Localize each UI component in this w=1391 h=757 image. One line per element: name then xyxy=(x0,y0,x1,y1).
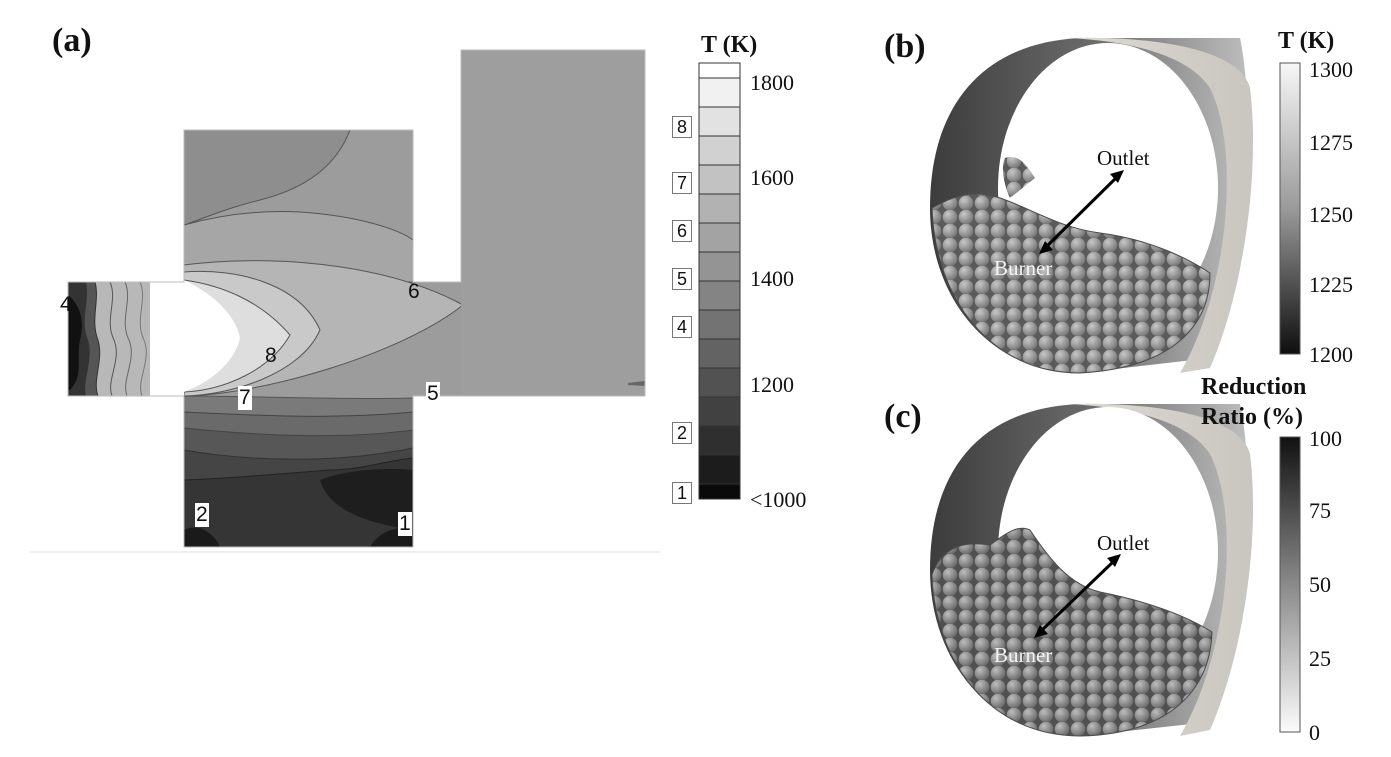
contour-label-8: 8 xyxy=(265,344,277,367)
panel-c-kiln-render xyxy=(930,403,1254,737)
legend-a-level-5: 5 xyxy=(672,268,692,290)
panel-b-label: (b) xyxy=(884,28,926,65)
legend-a-level-6: 6 xyxy=(672,220,692,242)
legend-c-tick-25: 25 xyxy=(1309,646,1331,671)
contour-label-1: 1 xyxy=(398,512,412,536)
panel-b-kiln-render xyxy=(930,37,1254,374)
legend-a-level-7: 7 xyxy=(672,172,692,194)
contour-fill xyxy=(68,50,645,547)
legend-b-title: T (K) xyxy=(1278,28,1335,54)
legend-a-title: T (K) xyxy=(701,32,758,58)
legend-c-tick-50: 50 xyxy=(1309,572,1331,597)
legend-c-colorbar xyxy=(1279,436,1301,733)
panel-b-burner-label: Burner xyxy=(994,256,1053,280)
contour-label-5: 5 xyxy=(426,382,440,406)
legend-b-tick-1225: 1225 xyxy=(1309,272,1353,297)
legend-a-level-1: 1 xyxy=(672,482,692,504)
legend-a-level-8: 8 xyxy=(672,116,692,138)
legend-c-tick-100: 100 xyxy=(1309,426,1342,451)
contour-label-6: 6 xyxy=(408,280,420,303)
panel-b-outlet-label: Outlet xyxy=(1097,146,1150,170)
legend-a-tick-1800: 1800 xyxy=(750,70,794,95)
panel-a-contour-plot xyxy=(30,49,660,553)
contour-label-4: 4 xyxy=(60,293,72,316)
panel-c-burner-label: Burner xyxy=(994,643,1053,667)
legend-a-tick-1000: <1000 xyxy=(750,487,807,512)
legend-c-tick-0: 0 xyxy=(1309,720,1320,745)
legend-a-colorbar xyxy=(698,62,741,500)
legend-a-tick-1400: 1400 xyxy=(750,266,794,291)
panel-a-label: (a) xyxy=(52,22,92,59)
panel-c-label: (c) xyxy=(884,398,922,435)
legend-a-level-2: 2 xyxy=(672,422,692,444)
legend-b-colorbar xyxy=(1279,62,1301,355)
legend-a-level-4: 4 xyxy=(672,316,692,338)
panel-c-outlet-label: Outlet xyxy=(1097,531,1150,555)
legend-b-tick-1250: 1250 xyxy=(1309,202,1353,227)
legend-c-tick-75: 75 xyxy=(1309,498,1331,523)
legend-a-tick-1200: 1200 xyxy=(750,372,794,397)
legend-b-tick-1200: 1200 xyxy=(1309,342,1353,367)
legend-b-tick-1300: 1300 xyxy=(1309,57,1353,82)
legend-a-tick-1600: 1600 xyxy=(750,165,794,190)
contour-label-7: 7 xyxy=(238,386,252,410)
legend-c-title-line2: Ratio (%) xyxy=(1201,404,1303,430)
legend-c-title-line1: Reduction xyxy=(1201,374,1307,400)
legend-b-tick-1275: 1275 xyxy=(1309,130,1353,155)
contour-label-2: 2 xyxy=(195,503,209,527)
